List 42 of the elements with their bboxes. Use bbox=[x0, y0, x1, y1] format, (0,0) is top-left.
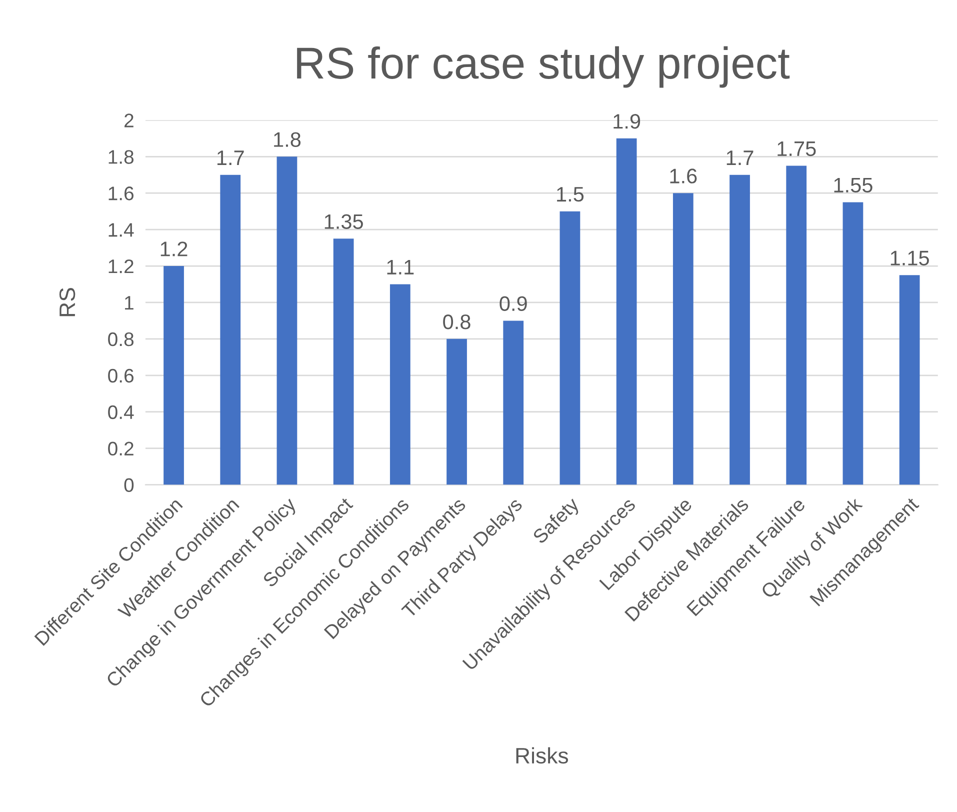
bar bbox=[842, 202, 864, 485]
y-tick-label: 1.4 bbox=[108, 223, 134, 237]
data-label: 1.1 bbox=[387, 260, 414, 274]
bar bbox=[616, 138, 637, 485]
bar bbox=[786, 166, 807, 485]
bar bbox=[730, 174, 750, 485]
data-label: 1.9 bbox=[614, 114, 640, 129]
y-tick-label: 2 bbox=[124, 114, 134, 128]
data-label: 1.15 bbox=[890, 250, 929, 266]
chart-title: RS for case study project bbox=[297, 46, 790, 88]
y-tick-label: 1.6 bbox=[108, 186, 134, 200]
bar bbox=[560, 211, 580, 485]
data-label: 0.8 bbox=[443, 314, 470, 330]
data-label: 1.5 bbox=[557, 187, 584, 202]
bar bbox=[390, 284, 410, 485]
bar bbox=[276, 156, 298, 485]
bar bbox=[164, 266, 184, 485]
bar bbox=[446, 338, 467, 485]
data-label: 1.35 bbox=[324, 214, 363, 229]
data-label: 1.75 bbox=[778, 142, 816, 156]
data-label: 1.55 bbox=[834, 178, 872, 193]
data-label: 0.9 bbox=[500, 296, 527, 312]
data-label: 1.2 bbox=[160, 242, 188, 256]
y-tick-label: 1.2 bbox=[108, 259, 134, 274]
data-label: 1.7 bbox=[726, 150, 754, 165]
y-tick-label: 0.4 bbox=[108, 405, 134, 420]
bar bbox=[333, 238, 354, 485]
y-tick-label: 0.2 bbox=[108, 442, 134, 456]
y-axis-title: RS bbox=[59, 288, 76, 316]
x-axis-title: Risks bbox=[516, 747, 568, 764]
y-tick-label: 0.6 bbox=[108, 368, 134, 383]
bar bbox=[503, 320, 524, 485]
data-label: 1.7 bbox=[217, 150, 244, 165]
bar bbox=[220, 174, 241, 485]
data-label: 1.8 bbox=[274, 132, 301, 147]
bar bbox=[672, 193, 694, 485]
data-label: 1.6 bbox=[670, 168, 697, 184]
bar bbox=[899, 275, 920, 485]
y-tick-label: 0 bbox=[124, 478, 134, 492]
y-tick-label: 0.8 bbox=[108, 332, 134, 346]
y-tick-label: 1 bbox=[125, 296, 134, 310]
y-tick-label: 1.8 bbox=[108, 150, 134, 164]
